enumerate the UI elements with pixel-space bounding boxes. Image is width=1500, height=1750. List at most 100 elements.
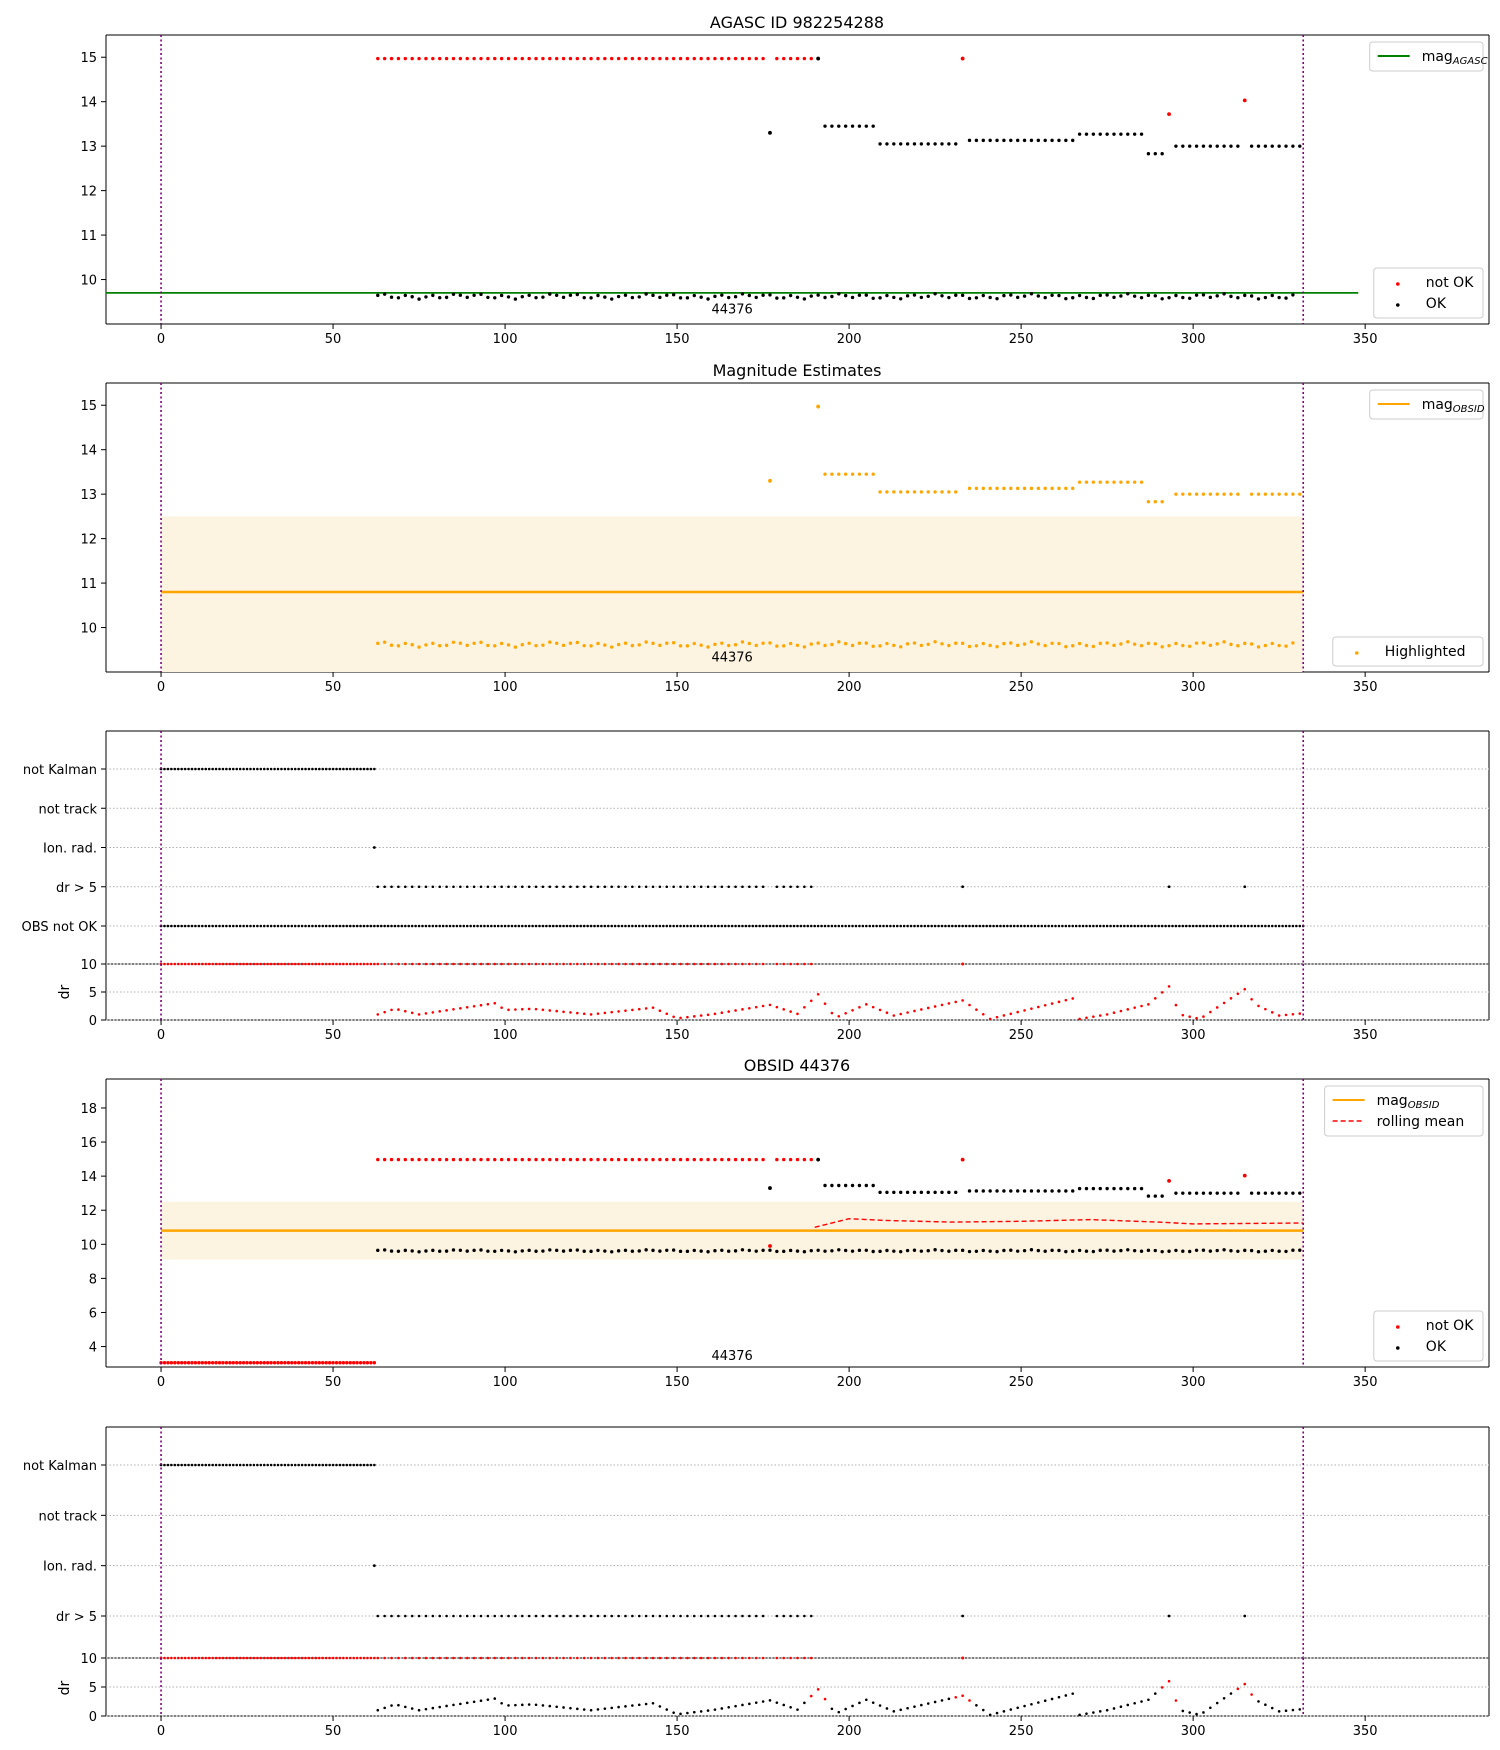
data-point: [671, 56, 676, 61]
data-point: [520, 295, 524, 299]
flag-point: [555, 1614, 558, 1618]
data-point: [699, 1014, 703, 1017]
data-point: [920, 1008, 923, 1011]
flag-point: [183, 924, 187, 928]
flag-point: [882, 924, 885, 928]
flag-point: [606, 924, 610, 928]
flag-point: [238, 767, 242, 771]
data-point: [452, 1703, 455, 1707]
data-point: [802, 1250, 807, 1254]
flag-point: [214, 767, 218, 771]
data-point: [727, 962, 730, 966]
data-point: [809, 294, 813, 298]
flag-point: [534, 924, 538, 928]
data-point: [871, 296, 875, 300]
data-point: [733, 1157, 738, 1162]
x-tick-label: 200: [837, 1375, 862, 1390]
data-point: [1105, 641, 1109, 645]
data-point: [803, 1006, 806, 1009]
data-point: [967, 486, 972, 491]
flag-point: [338, 1463, 342, 1467]
data-point: [782, 962, 786, 966]
data-point: [372, 1361, 377, 1365]
data-point: [782, 1703, 786, 1707]
data-point: [1064, 1694, 1068, 1697]
data-point: [1119, 1705, 1123, 1709]
data-point: [658, 1009, 662, 1013]
data-point: [255, 1361, 260, 1365]
data-point: [940, 142, 944, 146]
flag-point: [1153, 924, 1157, 928]
x-tick-label: 50: [325, 1375, 342, 1390]
data-point: [631, 1704, 634, 1707]
x-tick-label: 250: [1009, 1375, 1034, 1390]
flag-point: [658, 924, 662, 928]
data-point: [1256, 297, 1261, 301]
data-point: [1029, 138, 1034, 143]
data-point: [493, 56, 497, 61]
data-point: [1187, 1191, 1192, 1195]
y-tick-label: 8: [89, 1272, 97, 1287]
flag-point: [944, 924, 947, 928]
data-point: [1270, 1191, 1274, 1195]
data-point: [389, 643, 394, 647]
data-point: [919, 142, 924, 146]
data-point: [988, 486, 992, 491]
data-point: [651, 641, 655, 646]
data-point: [843, 293, 848, 298]
data-point: [331, 962, 335, 966]
data-point: [706, 1709, 710, 1712]
data-point: [376, 962, 380, 966]
data-point: [410, 962, 414, 966]
data-point: [933, 1005, 937, 1008]
x-tick-label: 0: [157, 332, 165, 347]
flag-point: [1233, 924, 1236, 928]
data-point: [589, 962, 593, 966]
flag-point: [1281, 924, 1284, 928]
obsid-annotation: 44376: [711, 650, 752, 665]
data-point: [865, 1698, 868, 1702]
data-point: [1043, 1699, 1047, 1703]
data-point: [926, 642, 930, 647]
flag-point: [503, 924, 507, 928]
data-point: [843, 641, 848, 646]
data-point: [1064, 1249, 1068, 1254]
flag-point: [207, 767, 211, 771]
data-point: [1022, 642, 1027, 646]
data-point: [1050, 1002, 1054, 1005]
data-point: [651, 1006, 655, 1009]
flag-point: [620, 924, 624, 928]
data-point: [637, 962, 641, 966]
flag-point: [920, 924, 923, 928]
data-point: [438, 56, 442, 61]
flag-point: [734, 924, 737, 928]
data-point: [596, 1708, 600, 1711]
data-point: [390, 1008, 393, 1012]
data-point: [1263, 144, 1268, 148]
data-point: [527, 56, 531, 61]
data-point: [878, 1249, 882, 1254]
data-point: [1208, 1191, 1213, 1195]
data-point: [183, 1361, 187, 1365]
flag-point: [1150, 924, 1154, 928]
flag-point: [789, 885, 792, 889]
data-point: [242, 962, 245, 966]
flag-point: [579, 924, 583, 928]
data-point: [589, 644, 593, 648]
data-point: [520, 1656, 524, 1660]
data-point: [417, 1656, 421, 1660]
flag-point: [1040, 924, 1044, 928]
flag-point: [424, 1614, 428, 1618]
data-point: [954, 293, 958, 297]
data-point: [193, 1361, 198, 1365]
data-point: [603, 1707, 607, 1710]
flag-point: [252, 1463, 256, 1467]
data-point: [823, 1697, 827, 1701]
data-point: [262, 1656, 266, 1660]
data-point: [352, 962, 356, 966]
data-point: [878, 1190, 882, 1195]
flag-point: [772, 924, 775, 928]
flag-point: [201, 1463, 204, 1467]
data-point: [259, 1656, 263, 1660]
data-point: [1057, 1695, 1061, 1699]
